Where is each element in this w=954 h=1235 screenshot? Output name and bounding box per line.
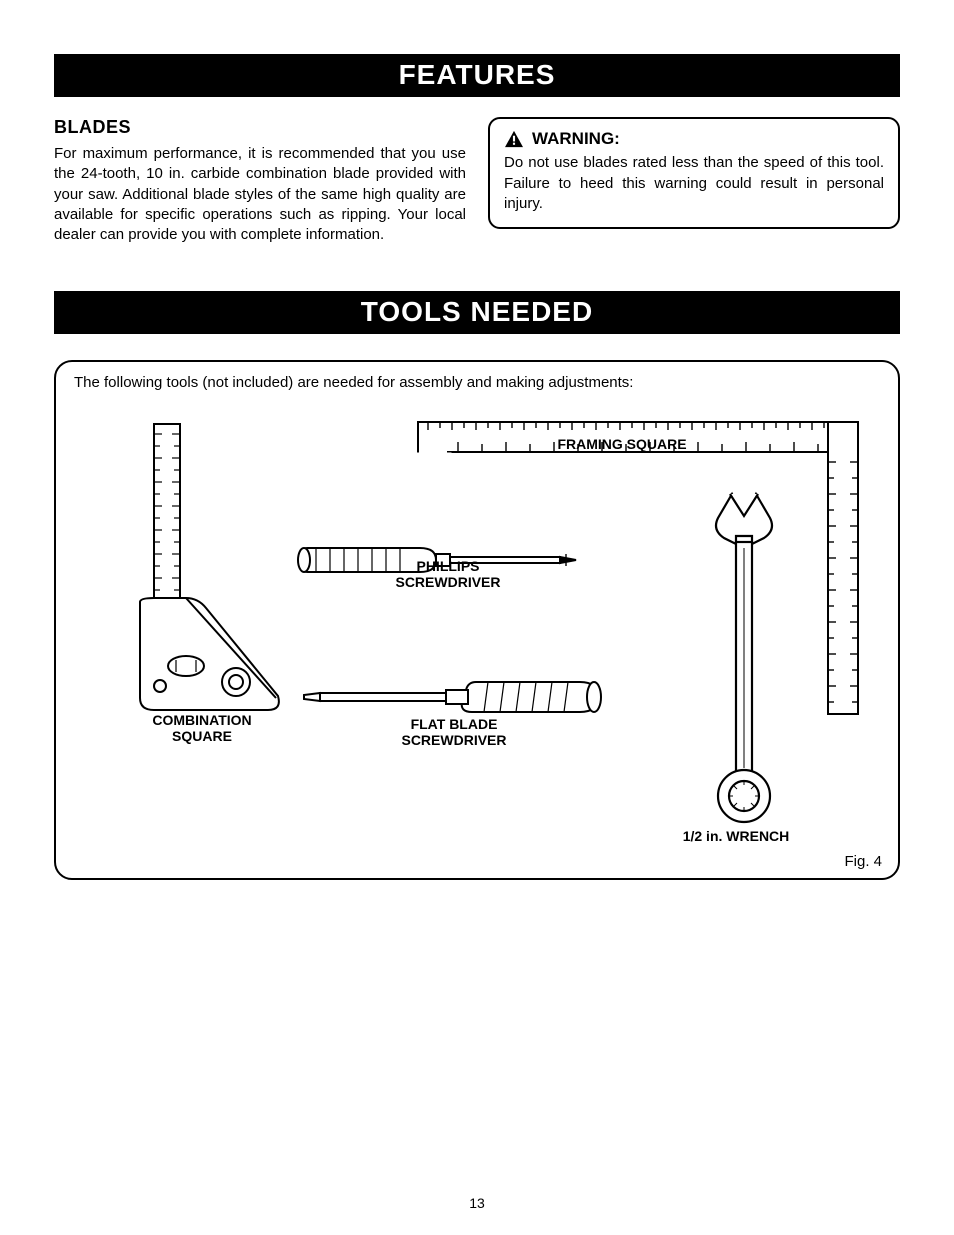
flat-screwdriver-icon — [304, 682, 601, 712]
features-columns: BLADES For maximum performance, it is re… — [54, 117, 900, 245]
combo-label-l1: COMBINATION — [152, 712, 251, 728]
warning-column: WARNING: Do not use blades rated less th… — [488, 117, 900, 245]
warning-heading: WARNING: — [504, 129, 884, 149]
page-number: 13 — [0, 1195, 954, 1211]
phillips-label-l2: SCREWDRIVER — [395, 574, 500, 590]
wrench-icon — [716, 494, 772, 822]
combination-square-label: COMBINATION SQUARE — [122, 712, 282, 744]
warning-text: Do not use blades rated less than the sp… — [504, 153, 884, 215]
blades-text: For maximum performance, it is recommend… — [54, 144, 466, 245]
combination-square-icon — [140, 424, 279, 710]
flat-label-l1: FLAT BLADE — [411, 716, 498, 732]
wrench-label: 1/2 in. WRENCH — [656, 828, 816, 844]
phillips-label: PHILLIPS SCREWDRIVER — [368, 558, 528, 590]
warning-icon — [504, 130, 524, 148]
warning-label: WARNING: — [532, 129, 620, 149]
features-section-bar: FEATURES — [54, 54, 900, 97]
tools-intro-text: The following tools (not included) are n… — [74, 374, 882, 391]
tools-section-bar: TOOLS NEEDED — [54, 291, 900, 334]
phillips-label-l1: PHILLIPS — [416, 558, 479, 574]
framing-square-label: FRAMING SQUARE — [542, 436, 702, 452]
warning-box: WARNING: Do not use blades rated less th… — [488, 117, 900, 229]
combo-label-l2: SQUARE — [172, 728, 232, 744]
blades-heading: BLADES — [54, 117, 466, 138]
tools-illustration — [68, 398, 888, 868]
blades-column: BLADES For maximum performance, it is re… — [54, 117, 466, 245]
flat-label-l2: SCREWDRIVER — [401, 732, 506, 748]
tools-figure-box: The following tools (not included) are n… — [54, 360, 900, 880]
flatblade-label: FLAT BLADE SCREWDRIVER — [374, 716, 534, 748]
figure-number: Fig. 4 — [844, 853, 882, 870]
